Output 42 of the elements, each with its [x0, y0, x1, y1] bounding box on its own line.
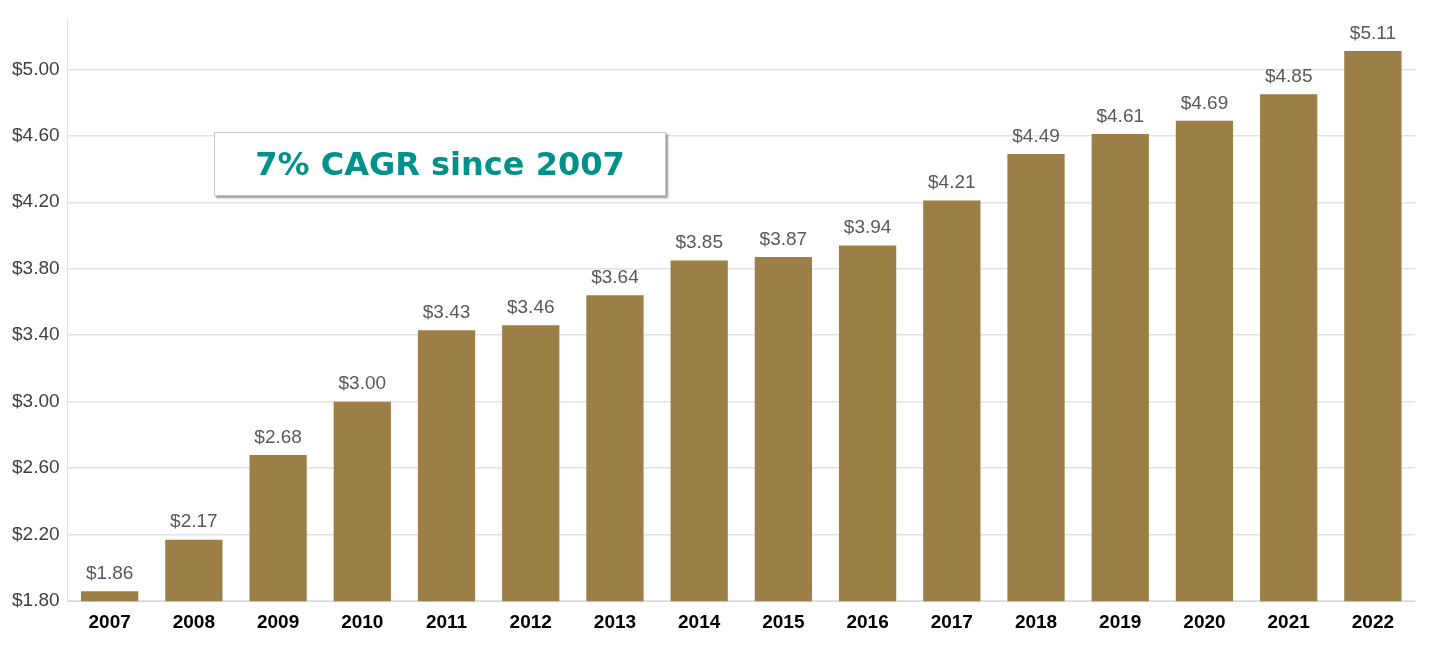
- data-label: $3.00: [338, 372, 387, 394]
- data-label: $4.49: [1012, 124, 1060, 146]
- data-label: $3.94: [843, 216, 892, 238]
- data-label: $2.17: [170, 510, 218, 532]
- y-tick-label: $1.80: [12, 589, 60, 611]
- x-tick-label: 2020: [1183, 610, 1226, 632]
- data-label: $4.85: [1264, 64, 1313, 86]
- y-tick-label: $3.40: [12, 323, 60, 345]
- y-tick-label: $3.80: [12, 256, 60, 278]
- data-label: $4.61: [1096, 104, 1145, 126]
- data-label: $5.11: [1349, 21, 1396, 43]
- data-label: $4.21: [928, 171, 976, 193]
- x-tick-label: 2014: [678, 610, 721, 632]
- x-tick-label: 2021: [1267, 610, 1311, 632]
- data-label: $2.68: [254, 425, 302, 447]
- y-tick-label: $2.20: [12, 522, 60, 544]
- y-tick-label: $2.60: [12, 456, 60, 478]
- y-tick-label: $3.00: [12, 389, 60, 411]
- data-label: $3.43: [422, 300, 471, 322]
- data-label: $4.69: [1180, 91, 1229, 113]
- x-tick-label: 2009: [256, 610, 300, 632]
- x-tick-label: 2019: [1099, 610, 1142, 632]
- x-tick-label: 2011: [425, 610, 468, 632]
- y-tick-label: $4.20: [12, 190, 60, 212]
- data-label: $1.86: [85, 561, 134, 583]
- x-tick-label: 2010: [341, 610, 384, 632]
- x-tick-label: 2015: [762, 610, 805, 632]
- data-label: $3.46: [506, 295, 555, 317]
- x-tick-label: 2022: [1351, 610, 1395, 632]
- x-tick-label: 2013: [593, 610, 637, 632]
- data-label: $3.64: [591, 266, 640, 288]
- x-tick-label: 2016: [846, 610, 889, 632]
- x-tick-label: 2018: [1014, 610, 1058, 632]
- x-tick-label: 2012: [509, 610, 552, 632]
- y-tick-label: $5.00: [12, 57, 60, 79]
- annotation: 7% CAGR since 2007: [214, 132, 666, 196]
- x-tick-label: 2017: [930, 610, 973, 632]
- y-tick-label: $4.60: [12, 123, 60, 145]
- x-tick-label: 2007: [88, 610, 131, 632]
- x-tick-label: 2008: [172, 610, 216, 632]
- data-label: $3.85: [675, 231, 723, 253]
- data-label: $3.87: [759, 227, 808, 249]
